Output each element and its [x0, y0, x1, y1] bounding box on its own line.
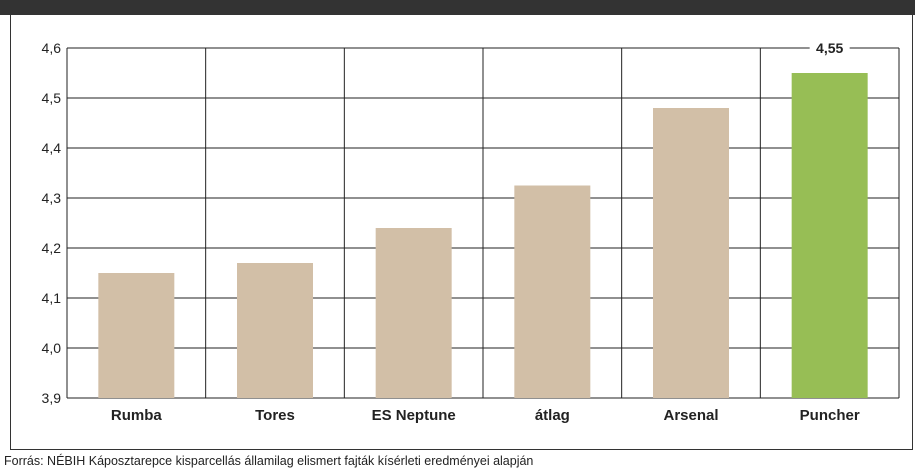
bar-layer — [98, 73, 868, 398]
y-tick-label: 4,0 — [42, 340, 62, 356]
label-layer: 3,9 4,0 4,1 4,2 4,3 4,4 4,5 4,6 Rumba Tores ES Nep… — [42, 39, 860, 424]
bar-puncher — [791, 73, 868, 398]
x-tick-label: Puncher — [800, 407, 860, 424]
x-tick-label: ES Neptune — [372, 407, 456, 424]
bar-rumba — [98, 273, 175, 398]
x-tick-label: Rumba — [111, 407, 162, 424]
bar-átlag — [514, 185, 591, 398]
bar-tores — [237, 263, 313, 398]
chart-box — [10, 15, 913, 450]
y-tick-label: 4,3 — [42, 190, 62, 206]
data-label-bg — [809, 39, 850, 55]
y-tick-label: 4,2 — [42, 240, 62, 256]
x-tick-label: Tores — [255, 407, 295, 424]
grid-layer — [66, 47, 900, 399]
data-label: 4,55 — [816, 40, 843, 56]
y-tick-label: 4,5 — [42, 90, 62, 106]
header-band — [0, 0, 915, 15]
bar-arsenal — [653, 108, 729, 398]
y-tick-label: 4,1 — [42, 290, 62, 306]
bar-es-neptune — [375, 228, 452, 398]
source-note: Forrás: NÉBIH Káposztarepce kisparcellás… — [4, 454, 534, 468]
y-tick-label: 3,9 — [42, 390, 62, 406]
x-tick-label: Arsenal — [663, 407, 718, 424]
y-tick-label: 4,6 — [42, 40, 62, 56]
x-tick-label: átlag — [535, 407, 570, 424]
y-tick-label: 4,4 — [42, 140, 62, 156]
